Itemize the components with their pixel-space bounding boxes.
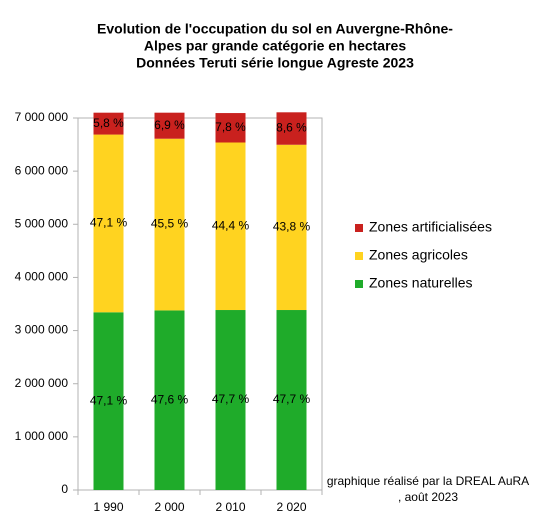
x-tick-label: 2 020: [276, 500, 306, 514]
legend-swatch: [355, 224, 363, 232]
legend-swatch: [355, 252, 363, 260]
y-tick-label: 2 000 000: [15, 376, 69, 390]
value-label: 8,6 %: [276, 121, 307, 135]
value-label: 5,8 %: [93, 116, 124, 130]
value-label: 44,4 %: [212, 218, 250, 232]
y-tick-label: 0: [61, 482, 68, 496]
value-label: 45,5 %: [151, 217, 189, 231]
y-tick-label: 1 000 000: [15, 429, 69, 443]
bar-segment: [215, 113, 246, 143]
y-tick-label: 7 000 000: [15, 110, 69, 124]
bar-segment: [93, 112, 124, 135]
chart-title: Evolution de l'occupation du sol en Auve…: [97, 21, 453, 37]
bar-segment: [276, 144, 307, 311]
legend-label: Zones naturelles: [369, 275, 473, 291]
y-tick-label: 4 000 000: [15, 270, 69, 284]
chart-title: Données Teruti série longue Agreste 2023: [136, 55, 414, 71]
value-label: 47,1 %: [90, 216, 128, 230]
bar-segment: [276, 310, 307, 490]
bar-segment: [215, 142, 246, 311]
value-label: 47,1 %: [90, 393, 128, 407]
y-tick-label: 5 000 000: [15, 216, 69, 230]
bar-segment: [154, 310, 185, 490]
value-label: 47,7 %: [273, 392, 311, 406]
value-label: 6,9 %: [154, 118, 185, 132]
bar-segment: [154, 138, 185, 311]
legend-label: Zones artificialisées: [369, 219, 492, 235]
annotation: , août 2023: [398, 490, 458, 504]
value-label: 47,7 %: [212, 392, 250, 406]
bar-segment: [93, 312, 124, 490]
bar-segment: [154, 112, 185, 139]
y-tick-label: 3 000 000: [15, 323, 69, 337]
bar-segment: [215, 310, 246, 490]
annotation: graphique réalisé par la DREAL AuRA: [327, 474, 529, 488]
bar-segment: [93, 134, 124, 313]
value-label: 7,8 %: [215, 120, 246, 134]
x-tick-label: 2 010: [215, 500, 245, 514]
legend-label: Zones agricoles: [369, 247, 468, 263]
y-tick-label: 6 000 000: [15, 163, 69, 177]
x-tick-label: 1 990: [93, 500, 123, 514]
chart-title: Alpes par grande catégorie en hectares: [144, 38, 406, 54]
value-label: 43,8 %: [273, 220, 311, 234]
value-label: 47,6 %: [151, 392, 189, 406]
bar-segment: [276, 112, 307, 145]
legend-swatch: [355, 280, 363, 288]
x-tick-label: 2 000: [154, 500, 184, 514]
